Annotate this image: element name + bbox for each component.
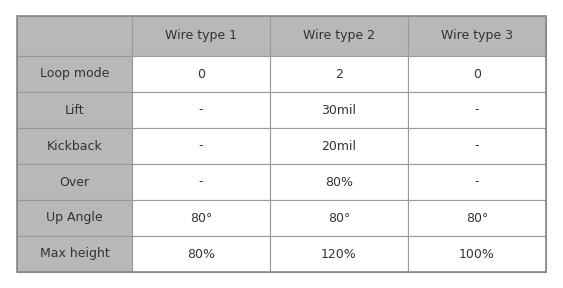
Text: -: - [475,103,479,117]
Text: 100%: 100% [459,247,495,261]
Bar [408,200,546,236]
Text: -: - [475,139,479,153]
Text: 2: 2 [335,67,343,81]
Text: -: - [475,175,479,189]
Bar [408,16,546,56]
Text: Up Angle: Up Angle [46,211,103,225]
Bar [132,16,270,56]
Text: Wire type 3: Wire type 3 [441,29,513,43]
Text: 120%: 120% [321,247,357,261]
Bar [408,128,546,164]
Bar [17,56,132,92]
Text: Wire type 2: Wire type 2 [303,29,375,43]
Bar [17,236,132,272]
Text: 0: 0 [473,67,481,81]
Bar [408,164,546,200]
Text: 30mil: 30mil [321,103,356,117]
Bar [270,92,408,128]
Bar [17,164,132,200]
Text: 80°: 80° [190,211,212,225]
Text: 80%: 80% [325,175,353,189]
Text: Loop mode: Loop mode [40,67,109,81]
Bar [408,92,546,128]
Bar [270,164,408,200]
Text: -: - [199,103,203,117]
Bar [17,200,132,236]
Bar [17,16,132,56]
Text: 0: 0 [197,67,205,81]
Bar [270,16,408,56]
Bar [17,16,546,272]
Text: 20mil: 20mil [321,139,356,153]
Text: -: - [199,139,203,153]
Text: 80°: 80° [466,211,488,225]
Bar [132,92,270,128]
Bar [408,236,546,272]
Bar [408,56,546,92]
Text: Max height: Max height [39,247,109,261]
Text: 80%: 80% [187,247,215,261]
Bar [132,56,270,92]
Bar [132,200,270,236]
Bar [17,128,132,164]
Bar [17,92,132,128]
Text: -: - [199,175,203,189]
Text: Lift: Lift [65,103,84,117]
Bar [270,128,408,164]
Bar [270,200,408,236]
Bar [132,236,270,272]
Bar [132,128,270,164]
Bar [270,56,408,92]
Text: Kickback: Kickback [47,139,102,153]
Text: 80°: 80° [328,211,350,225]
Bar [132,164,270,200]
Text: Wire type 1: Wire type 1 [165,29,237,43]
Text: Over: Over [60,175,90,189]
Bar [270,236,408,272]
